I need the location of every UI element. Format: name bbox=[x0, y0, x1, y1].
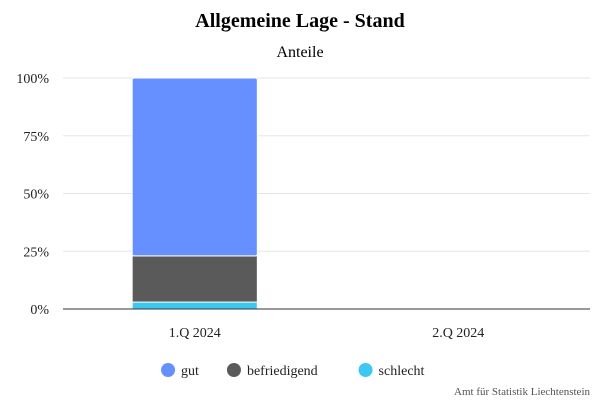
chart-subtitle: Anteile bbox=[276, 44, 323, 61]
legend[interactable]: gut befriedigend schlecht bbox=[161, 363, 425, 379]
legend-label: schlecht bbox=[379, 364, 425, 379]
x-axis-labels: 1.Q 2024 2.Q 2024 bbox=[169, 326, 485, 341]
x-tick-label: 1.Q 2024 bbox=[169, 326, 221, 341]
legend-marker bbox=[226, 363, 241, 377]
bar-segment-gut[interactable] bbox=[131, 77, 258, 257]
y-tick-label: 25% bbox=[23, 245, 49, 260]
y-tick-label: 75% bbox=[23, 130, 49, 145]
legend-item-befriedigend[interactable]: befriedigend bbox=[226, 363, 318, 379]
y-tick-label: 0% bbox=[30, 303, 49, 318]
y-tick-label: 100% bbox=[16, 72, 49, 87]
legend-marker bbox=[161, 363, 176, 377]
chart-title: Allgemeine Lage - Stand bbox=[195, 10, 404, 32]
chart-credit[interactable]: Amt für Statistik Liechtenstein bbox=[454, 386, 590, 398]
legend-item-schlecht[interactable]: schlecht bbox=[358, 363, 425, 379]
bar-segment-schlecht[interactable] bbox=[131, 301, 258, 310]
legend-label: gut bbox=[181, 364, 199, 379]
legend-label: befriedigend bbox=[247, 364, 318, 379]
legend-marker bbox=[358, 363, 373, 377]
y-tick-label: 50% bbox=[23, 188, 49, 203]
legend-item-gut[interactable]: gut bbox=[161, 363, 199, 379]
bars bbox=[131, 77, 258, 310]
bar-segment-befriedigend[interactable] bbox=[131, 255, 258, 303]
y-axis-labels: 0% 25% 50% 75% 100% bbox=[16, 72, 49, 318]
x-tick-label: 2.Q 2024 bbox=[432, 326, 484, 341]
